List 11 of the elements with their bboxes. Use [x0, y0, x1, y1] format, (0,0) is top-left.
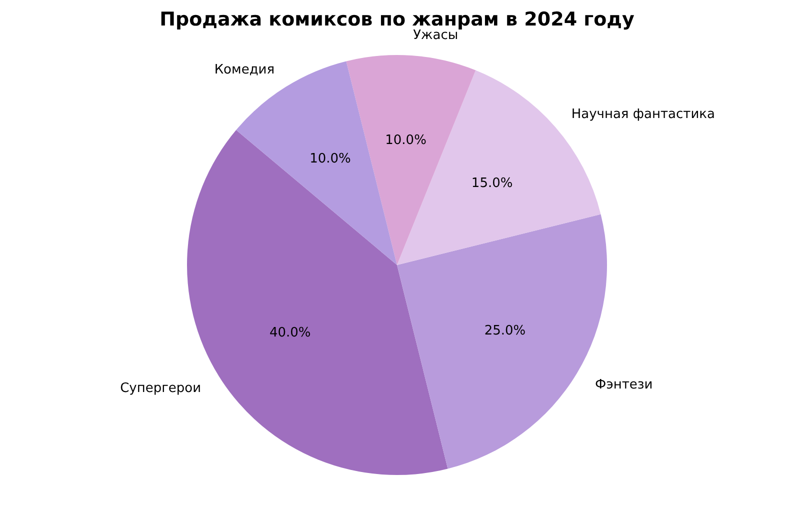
slice-label: Ужасы — [413, 28, 458, 44]
data-label: 10.0% — [310, 152, 351, 167]
data-label: 10.0% — [385, 132, 426, 148]
data-label: 15.0% — [471, 176, 513, 191]
slice-label: Научная фантастика — [571, 107, 715, 122]
slice-label: Комедия — [214, 62, 275, 78]
chart-title: Продажа комиксов по жанрам в 2024 году — [160, 8, 635, 31]
slice-label: Супергерои — [120, 380, 202, 396]
data-label: 25.0% — [484, 323, 526, 338]
data-label: 40.0% — [269, 325, 311, 340]
slice-label: Фэнтези — [595, 378, 653, 393]
